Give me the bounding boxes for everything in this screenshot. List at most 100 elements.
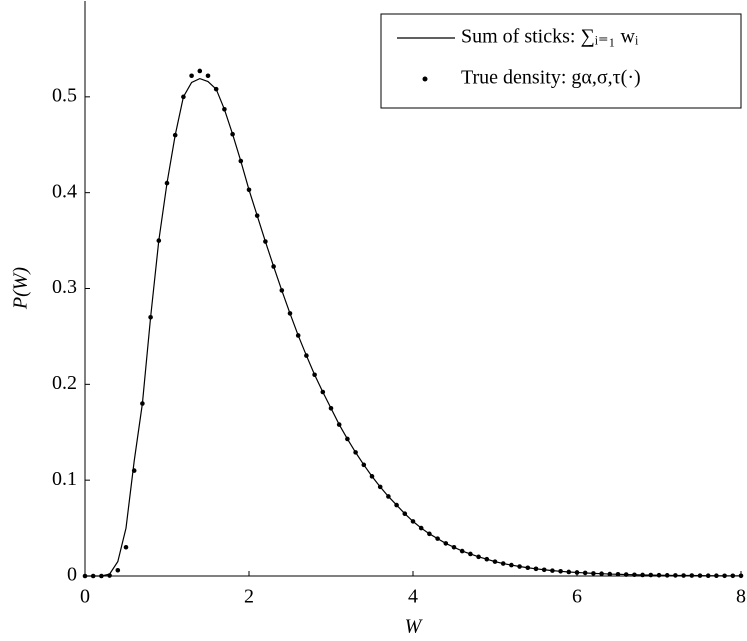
legend-dot [422,76,428,82]
scatter-point [615,571,621,577]
scatter-point [123,544,129,550]
y-tick-label: 0.5 [52,84,77,106]
scatter-point [541,567,547,573]
x-tick-label: 2 [244,586,254,608]
scatter-point [500,561,506,566]
scatter-point [238,158,244,164]
scatter-point [591,571,596,576]
scatter-point [246,187,252,193]
scatter-point [459,548,465,554]
scatter-point [172,132,178,138]
scatter-point [492,559,498,564]
scatter-point [599,571,604,576]
scatter-point [336,422,342,427]
scatter-point [533,566,539,572]
scatter-point [582,570,588,576]
scatter-point [418,525,424,531]
scatter-point [377,484,383,490]
legend-box [380,13,742,109]
scatter-point [525,565,531,571]
scatter-point [131,468,137,473]
scatter-point [164,180,170,186]
scatter-point [197,68,203,74]
scatter-point [328,405,334,411]
scatter-point [435,536,440,541]
scatter-point [295,333,301,338]
scatter-point [402,511,408,517]
scatter-point [320,389,326,395]
scatter-point [730,573,736,579]
x-tick-label: 8 [736,586,746,608]
x-tick-label: 4 [408,586,418,608]
scatter-point [369,474,375,479]
scatter-point [648,572,654,578]
scatter-point [205,73,211,79]
scatter-point [673,573,678,578]
scatter-point [476,554,481,560]
scatter-point [451,544,457,550]
scatter-point [345,436,350,442]
scatter-point [107,573,112,578]
scatter-point [607,571,613,577]
scatter-point [484,556,490,562]
x-axis-label: W [405,616,424,638]
scatter-point [443,541,449,546]
scatter-point [697,573,703,578]
scatter-point [230,131,235,137]
scatter-point [550,568,555,573]
scatter-point [623,572,629,577]
scatter-point [468,551,473,557]
scatter-point [279,288,285,293]
scatter-point [148,314,153,320]
x-tick-label: 0 [80,586,90,608]
y-tick-label: 0.1 [52,468,77,490]
scatter-point [271,264,276,269]
scatter-point [574,570,580,575]
scatter-point [566,569,572,575]
scatter-point [361,462,367,468]
scatter-point [738,573,744,579]
scatter-point [99,573,104,579]
scatter-point [156,238,162,243]
legend-label: Sum of sticks: ∑ᵢ₌₁ wᵢ [461,26,639,48]
scatter-point [394,502,399,508]
y-axis-label: P(W) [10,267,32,311]
scatter-point [640,572,645,578]
scatter-point [509,562,514,568]
scatter-point [140,401,145,406]
scatter-point [705,573,711,579]
scatter-point [312,372,317,378]
scatter-point [714,573,719,579]
x-tick-label: 6 [572,586,582,608]
scatter-point [213,86,219,92]
scatter-point [353,450,358,455]
scatter-point [427,531,432,537]
scatter-point [558,569,563,574]
scatter-point [722,573,727,579]
scatter-point [689,573,695,578]
y-tick-label: 0.3 [52,276,77,298]
scatter-point [664,573,670,578]
scatter-point [410,519,416,524]
scatter-point [632,572,637,578]
scatter-point [115,567,121,573]
scatter-point [189,73,194,79]
scatter-point [181,94,186,100]
scatter-point [304,353,309,358]
y-tick-label: 0.4 [52,180,77,202]
scatter-point [263,239,268,244]
scatter-point [681,573,686,578]
y-tick-label: 0.2 [52,372,77,394]
scatter-point [287,311,293,316]
legend-label: True density: gα,σ,τ(·) [461,67,641,89]
scatter-point [254,213,260,218]
y-tick-label: 0 [67,564,77,586]
scatter-point [517,564,522,569]
scatter-point [386,494,391,499]
scatter-point [82,573,88,579]
line-series [85,77,741,577]
scatter-point [222,106,227,112]
scatter-point [656,572,662,578]
scatter-point [90,573,96,579]
